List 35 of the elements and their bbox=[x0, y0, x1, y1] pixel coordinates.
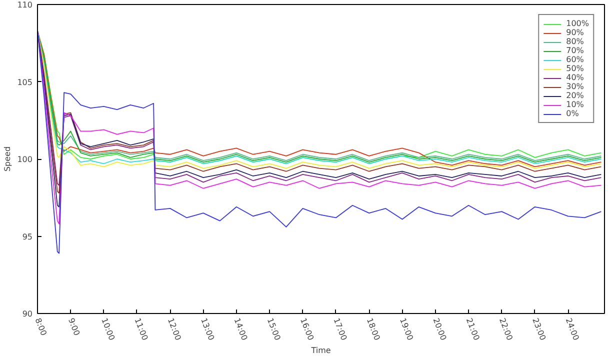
legend-label: 60% bbox=[566, 55, 585, 64]
x-tick-label: 20:00 bbox=[431, 316, 448, 342]
y-tick-label: 110 bbox=[17, 0, 33, 10]
y-tick-label: 105 bbox=[17, 78, 33, 87]
legend-label: 10% bbox=[566, 100, 585, 109]
x-tick-label: 18:00 bbox=[364, 316, 382, 342]
x-tick-label: 16:00 bbox=[298, 316, 316, 342]
x-tick-label: 24:00 bbox=[564, 316, 581, 342]
y-tick-label: 95 bbox=[22, 232, 33, 242]
x-tick-label: 15:00 bbox=[265, 316, 282, 342]
legend-label: 80% bbox=[566, 37, 585, 46]
legend-label: 0% bbox=[566, 109, 580, 118]
legend-label: 30% bbox=[566, 82, 585, 91]
y-axis-title: Speed bbox=[3, 146, 12, 172]
x-tick-label: 21:00 bbox=[464, 316, 482, 342]
x-tick-label: 10:00 bbox=[100, 316, 116, 342]
legend-label: 90% bbox=[566, 28, 585, 37]
legend-label: 20% bbox=[566, 91, 585, 100]
legend-label: 40% bbox=[566, 73, 585, 82]
legend-label: 100% bbox=[566, 19, 589, 28]
x-tick-label: 11:00 bbox=[132, 316, 150, 342]
y-tick-label: 100 bbox=[17, 155, 33, 164]
x-tick-label: 14:00 bbox=[232, 316, 249, 342]
x-axis-title: Time bbox=[310, 346, 331, 356]
x-tick-label: 19:00 bbox=[398, 316, 415, 342]
x-tick-label: 17:00 bbox=[332, 316, 348, 342]
legend-label: 70% bbox=[566, 46, 585, 55]
legend-label: 50% bbox=[566, 64, 585, 73]
x-tick-label: 23:00 bbox=[530, 316, 548, 342]
y-tick-label: 90 bbox=[22, 310, 33, 318]
x-tick-label: 13:00 bbox=[199, 316, 216, 342]
x-tick-label: 22:00 bbox=[498, 316, 514, 342]
x-tick-label: 8:00 bbox=[33, 316, 48, 337]
x-tick-label: 9:00 bbox=[66, 316, 82, 337]
x-tick-label: 12:00 bbox=[166, 316, 183, 342]
